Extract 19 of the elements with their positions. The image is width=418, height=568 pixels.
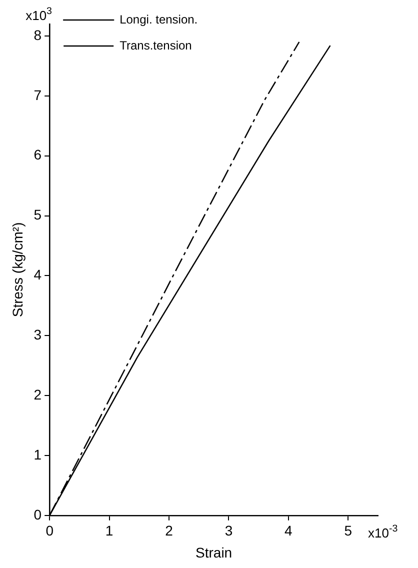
y-tick-label: 6 bbox=[34, 146, 42, 163]
x-tick-label: 5 bbox=[344, 522, 352, 539]
x-tick-label: 0 bbox=[46, 522, 54, 539]
x-tick-label: 3 bbox=[224, 522, 233, 539]
y-tick-label: 2 bbox=[34, 386, 42, 402]
y-axis-title: Stress (kg/cm²) bbox=[9, 222, 26, 318]
y-tick-label: 8 bbox=[34, 26, 42, 43]
x-tick-label: 2 bbox=[165, 522, 174, 539]
y-tick-label: 4 bbox=[34, 266, 42, 283]
x-tick-label: 4 bbox=[284, 522, 293, 539]
x-tick-label: 1 bbox=[105, 522, 114, 539]
y-tick-label: 7 bbox=[34, 86, 42, 103]
y-tick-label: 5 bbox=[34, 206, 42, 223]
legend-label: Trans.tension bbox=[120, 38, 192, 52]
x-axis-title: Strain bbox=[196, 544, 232, 560]
y-tick-label: 3 bbox=[34, 326, 42, 342]
y-tick-label: 1 bbox=[34, 446, 42, 462]
legend-label: Longi. tension. bbox=[120, 12, 198, 26]
y-tick-label: 0 bbox=[34, 506, 42, 522]
